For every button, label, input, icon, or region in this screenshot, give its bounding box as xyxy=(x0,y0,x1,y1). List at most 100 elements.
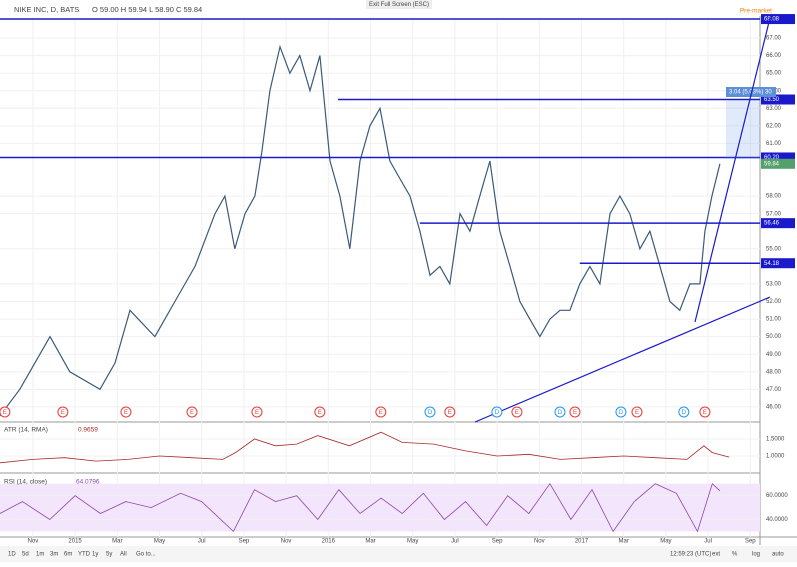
x-tick-label: Mar xyxy=(619,539,629,545)
event-label[interactable]: D xyxy=(558,410,563,416)
x-tick-label: May xyxy=(154,539,165,545)
event-marker[interactable] xyxy=(120,406,132,418)
event-marker[interactable] xyxy=(57,406,69,418)
event-marker[interactable] xyxy=(615,406,627,418)
level-label: 63.50 xyxy=(764,97,780,103)
event-label[interactable]: E xyxy=(255,410,259,416)
event-label[interactable]: E xyxy=(573,410,577,416)
event-label[interactable]: D xyxy=(619,410,624,416)
event-marker[interactable] xyxy=(314,406,326,418)
x-tick-label: Nov xyxy=(534,539,545,545)
option-button[interactable]: % xyxy=(732,552,738,558)
event-marker[interactable] xyxy=(569,406,581,418)
event-marker[interactable] xyxy=(444,406,456,418)
event-label[interactable]: D xyxy=(495,410,500,416)
x-tick-label: 2015 xyxy=(68,539,82,545)
level-label: 68.08 xyxy=(764,17,780,23)
y-tick-label: 48.00 xyxy=(766,369,782,375)
last-price-tag xyxy=(761,158,795,169)
option-button[interactable]: log xyxy=(752,552,760,558)
y-tick-label: 57.00 xyxy=(766,211,782,217)
x-tick-label: Mar xyxy=(365,539,375,545)
atr-value: 0.9659 xyxy=(78,427,98,434)
atr-name: ATR (14, RMA) xyxy=(4,427,48,434)
event-label[interactable]: D xyxy=(682,410,687,416)
event-label[interactable]: E xyxy=(379,410,383,416)
event-marker[interactable] xyxy=(631,406,643,418)
y-tick-label: 67.00 xyxy=(766,36,782,42)
event-label[interactable]: E xyxy=(448,410,452,416)
level-tag xyxy=(761,218,795,229)
event-marker[interactable] xyxy=(375,406,387,418)
event-label[interactable]: E xyxy=(61,410,65,416)
rsi-line xyxy=(0,482,721,533)
range-button[interactable]: 1m xyxy=(36,552,44,558)
y-tick-label: 51.00 xyxy=(766,317,782,323)
range-button[interactable]: 3m xyxy=(50,552,58,558)
y-tick-label: 52.00 xyxy=(766,299,782,305)
y-tick-label: 50.00 xyxy=(766,334,782,340)
event-marker[interactable] xyxy=(186,406,198,418)
range-button[interactable]: 6m xyxy=(64,552,72,558)
price-line xyxy=(0,44,721,417)
event-marker[interactable] xyxy=(678,406,690,418)
event-label[interactable]: E xyxy=(124,410,128,416)
level-label: 56.46 xyxy=(764,221,780,227)
ohlc: O 59.00 H 59.94 L 58.90 C 59.84 xyxy=(92,5,202,14)
x-tick-label: Mar xyxy=(112,539,122,545)
event-label[interactable]: E xyxy=(515,410,519,416)
event-marker[interactable] xyxy=(554,406,566,418)
measure-label: 3.04 (5.03%) 30 xyxy=(729,90,772,96)
y-tick-label: 60.0000 xyxy=(766,493,788,499)
range-button[interactable]: 5y xyxy=(106,552,112,558)
y-tick-label: 65.00 xyxy=(766,71,782,77)
x-tick-label: 2016 xyxy=(322,539,336,545)
range-button[interactable]: YTD xyxy=(78,552,91,558)
event-label[interactable]: E xyxy=(703,410,707,416)
y-tick-label: 55.00 xyxy=(766,246,782,252)
x-tick-label: Jul xyxy=(198,539,206,545)
level-tag xyxy=(761,152,795,163)
x-tick-label: Sep xyxy=(745,539,756,545)
symbol: NIKE INC, D, BATS xyxy=(14,5,79,14)
fullscreen-label[interactable]: Exit Full Screen (ESC) xyxy=(369,2,429,8)
event-marker[interactable] xyxy=(699,406,711,418)
range-button[interactable]: Go to... xyxy=(136,552,156,558)
y-tick-label: 53.00 xyxy=(766,282,782,288)
event-marker[interactable] xyxy=(491,406,503,418)
y-tick-label: 63.00 xyxy=(766,106,782,112)
range-button[interactable]: 1D xyxy=(8,552,16,558)
x-tick-label: 2017 xyxy=(575,539,589,545)
event-label[interactable]: E xyxy=(3,410,7,416)
rsi-name: RSI (14, close) xyxy=(4,479,47,486)
level-label: 54.18 xyxy=(764,261,780,267)
event-marker[interactable] xyxy=(251,406,263,418)
x-tick-label: Nov xyxy=(281,539,292,545)
y-tick-label: 46.00 xyxy=(766,404,782,410)
event-marker[interactable] xyxy=(0,406,11,418)
clock: 12:59:23 (UTC) xyxy=(670,552,711,558)
y-tick-label: 66.00 xyxy=(766,53,782,59)
level-tag xyxy=(761,258,795,269)
option-button[interactable]: auto xyxy=(772,552,784,558)
event-label[interactable]: D xyxy=(428,410,433,416)
level-tag xyxy=(761,94,795,105)
x-tick-label: Jul xyxy=(451,539,459,545)
event-marker[interactable] xyxy=(424,406,436,418)
fullscreen-button[interactable] xyxy=(366,0,432,9)
y-tick-label: 58.00 xyxy=(766,194,782,200)
option-button[interactable]: ext xyxy=(712,552,720,558)
range-button[interactable]: All xyxy=(120,552,127,558)
y-tick-label: 1.0000 xyxy=(766,454,785,460)
y-tick-label: 1.5000 xyxy=(766,437,785,443)
event-label[interactable]: E xyxy=(318,410,322,416)
y-tick-label: 62.00 xyxy=(766,123,782,129)
event-label[interactable]: E xyxy=(190,410,194,416)
rsi-value: 64.0796 xyxy=(76,479,100,486)
event-label[interactable]: E xyxy=(635,410,639,416)
range-button[interactable]: 1y xyxy=(92,552,98,558)
range-button[interactable]: 5d xyxy=(22,552,29,558)
event-marker[interactable] xyxy=(511,406,523,418)
x-tick-label: Jul xyxy=(704,539,712,545)
